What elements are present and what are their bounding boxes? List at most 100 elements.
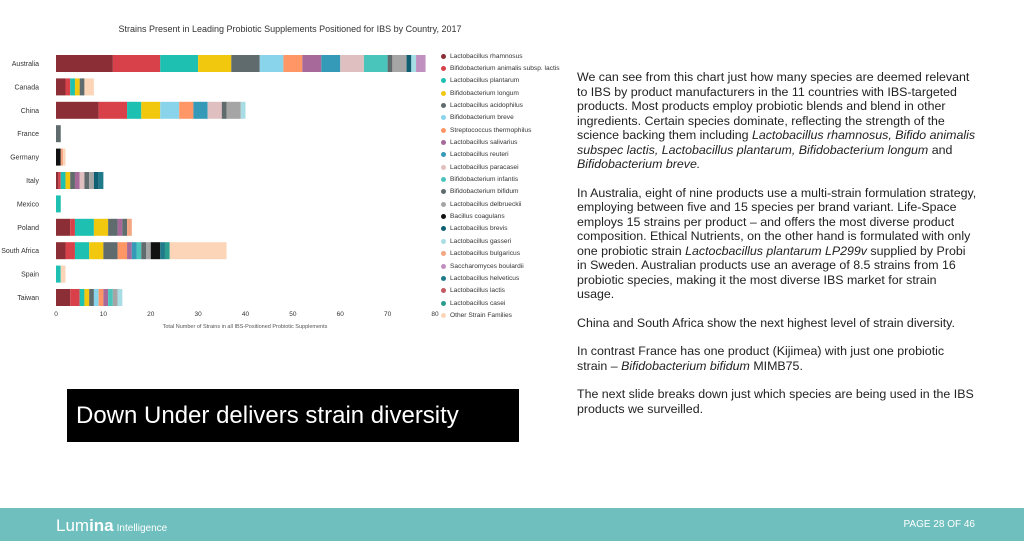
bar-segment — [103, 289, 109, 306]
bar-segment — [169, 242, 227, 260]
category-label: Taiwan — [17, 295, 39, 302]
legend-label: Bifidobacterium bifidum — [450, 188, 519, 196]
bar-segment — [84, 78, 94, 96]
legend-swatch — [441, 164, 446, 170]
bar-segment — [231, 55, 260, 72]
legend-item: Lactobacillus helveticus — [441, 272, 571, 284]
legend-swatch — [441, 275, 446, 281]
legend-swatch — [441, 226, 446, 232]
bar-segment — [259, 55, 284, 72]
bar-segment — [340, 55, 364, 72]
paragraph-run: Bifidobacterium bifidum — [621, 358, 750, 373]
bar-segment — [226, 101, 241, 119]
legend-swatch — [441, 103, 446, 109]
paragraph-run: In Australia, eight of nine products use… — [577, 185, 977, 258]
logo-text-bold: ina — [89, 516, 114, 535]
legend-label: Bifidobacterium longum — [450, 89, 519, 97]
bar-segment — [283, 55, 303, 72]
paragraph: China and South Africa show the next hig… — [577, 316, 977, 331]
category-label: Italy — [26, 178, 39, 185]
bar-segment — [79, 78, 85, 96]
bar-segment — [136, 242, 142, 260]
legend-swatch — [441, 66, 446, 72]
bar-segment — [108, 218, 118, 236]
paragraph: The next slide breaks down just which sp… — [577, 387, 977, 416]
bar-segment — [56, 148, 61, 166]
bar-segment — [164, 242, 170, 260]
bar-segment — [406, 55, 412, 72]
bar-segment — [56, 218, 71, 236]
bar-segment — [127, 218, 132, 236]
legend-swatch — [441, 90, 446, 96]
bar-segment — [56, 55, 113, 72]
x-axis-label: Total Number of Strains in all IBS-Posit… — [163, 324, 328, 330]
bar-segment — [65, 242, 75, 260]
bar-segment — [63, 148, 66, 166]
bar-segment — [160, 242, 165, 260]
category-label: Canada — [14, 84, 39, 91]
legend-item: Lactobacillus acidophilus — [441, 99, 571, 111]
legend-label: Lactobacillus reuteri — [450, 151, 509, 159]
bar-segment — [56, 242, 66, 260]
bar-segment — [70, 289, 80, 306]
legend-swatch — [441, 300, 446, 306]
bar-segment — [89, 289, 94, 306]
bar-segment — [60, 172, 66, 189]
bar-segment — [84, 289, 90, 306]
legend-item: Bifidobacterium bifidum — [441, 186, 571, 198]
legend-swatch — [441, 312, 446, 318]
bar-segment — [387, 55, 393, 72]
bar-segment — [70, 172, 75, 189]
legend-swatch — [441, 214, 446, 220]
legend-swatch — [441, 263, 446, 269]
legend-item: Lactobacillus plantarum — [441, 75, 571, 87]
x-tick-label: 10 — [100, 311, 108, 318]
paragraph-run: The next slide breaks down just which sp… — [577, 387, 974, 416]
bar-segment — [93, 289, 99, 306]
legend-label: Lactobacillus helveticus — [450, 274, 520, 282]
bar-segment — [70, 78, 75, 96]
bar-segment — [56, 78, 66, 96]
bar-segment — [56, 125, 61, 143]
legend-label: Bifidobacterium breve — [450, 114, 514, 122]
legend-label: Lactobacillus acidophilus — [450, 102, 523, 110]
bar-segment — [84, 172, 90, 189]
bar-segment — [65, 78, 71, 96]
legend-label: Lactobacillus plantarum — [450, 77, 520, 85]
headline-text: Down Under delivers strain diversity — [76, 401, 459, 429]
lumina-logo: Lum ina Intelligence — [56, 516, 167, 536]
bar-segment — [93, 218, 109, 236]
category-label: South Africa — [1, 248, 39, 255]
legend-item: Lactobacillus bulgaricus — [441, 248, 571, 260]
legend-item: Lactobacillus delbrueckii — [441, 198, 571, 210]
bar-segment — [74, 242, 90, 260]
bar-segment — [98, 172, 104, 189]
chart-title: Strains Present in Leading Probiotic Sup… — [118, 24, 462, 34]
bar-segment — [58, 172, 61, 189]
bar-segment — [141, 101, 161, 119]
bar-segment — [141, 242, 147, 260]
x-tick-label: 50 — [289, 311, 297, 318]
x-tick-label: 80 — [431, 311, 439, 318]
legend-label: Lactobacillus lactis — [450, 287, 505, 295]
bar-segment — [98, 101, 128, 119]
legend-label: Lactobacillus delbrueckii — [450, 200, 522, 208]
paragraph: In Australia, eight of nine products use… — [577, 186, 977, 302]
bar-segment — [193, 101, 208, 119]
bar-segment — [65, 172, 71, 189]
bar-segment — [321, 55, 341, 72]
x-tick-label: 70 — [384, 311, 392, 318]
headline-banner: Down Under delivers strain diversity — [67, 389, 519, 442]
bar-segment — [56, 101, 99, 119]
bar-segment — [108, 289, 113, 306]
logo-text-light: Lum — [56, 516, 90, 535]
legend-swatch — [441, 288, 446, 294]
legend-swatch — [441, 53, 446, 59]
bar-segment — [98, 289, 104, 306]
paragraph-run: supplied by Probi in Sweden. Australian … — [577, 243, 966, 302]
legend-item: Lactobacillus salivarius — [441, 136, 571, 148]
bar-segment — [117, 289, 123, 306]
bar-segment — [131, 242, 137, 260]
bar-segment — [127, 101, 142, 119]
category-label: Australia — [12, 61, 39, 68]
